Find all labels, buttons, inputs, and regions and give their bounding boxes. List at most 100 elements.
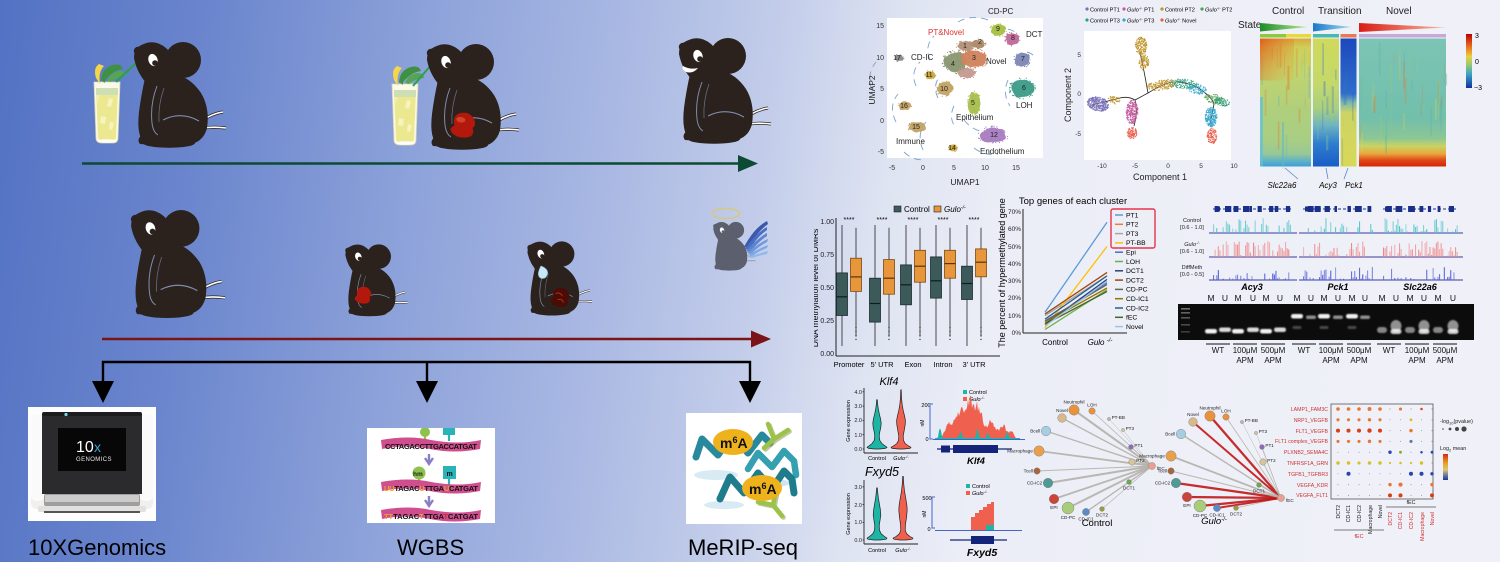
svg-text:APM: APM: [1236, 356, 1254, 365]
svg-text:Control: Control: [868, 456, 886, 462]
svg-text:DCT2: DCT2: [1126, 277, 1144, 284]
svg-text:PT1: PT1: [1134, 443, 1143, 448]
svg-text:10: 10: [1230, 163, 1238, 170]
svg-text:PT1: PT1: [1265, 443, 1274, 448]
svg-text:U: U: [1450, 293, 1456, 303]
svg-text:LAMP1_FAM3C: LAMP1_FAM3C: [1291, 407, 1328, 413]
svg-text:4: 4: [951, 61, 955, 68]
svg-text:Gulo-/-: Gulo-/-: [969, 395, 985, 403]
svg-text:Control: Control: [1272, 6, 1304, 17]
svg-text:Novel: Novel: [1126, 324, 1144, 331]
svg-text:TNFRSF1A_GRN: TNFRSF1A_GRN: [1287, 461, 1328, 467]
svg-text:Control: Control: [1183, 218, 1201, 224]
svg-text:APM: APM: [1436, 356, 1454, 365]
svg-text:DCT1: DCT1: [1126, 268, 1144, 275]
svg-text:PT-BB: PT-BB: [1112, 415, 1125, 420]
svg-text:5: 5: [952, 165, 956, 172]
svg-text:m: m: [447, 471, 453, 478]
svg-text:4.0: 4.0: [854, 390, 862, 396]
svg-text:70%: 70%: [1008, 209, 1021, 216]
svg-text:Novel: Novel: [1386, 6, 1412, 17]
svg-text:DCT2: DCT2: [1336, 505, 1342, 519]
svg-text:0.0: 0.0: [854, 447, 862, 453]
svg-text:15: 15: [1012, 165, 1020, 172]
svg-text:Control PT1: Control PT1: [1090, 8, 1120, 14]
svg-text:APM: APM: [1264, 356, 1282, 365]
svg-text:0: 0: [925, 437, 928, 443]
svg-text:Neutrophil: Neutrophil: [1064, 399, 1085, 404]
svg-text:10: 10: [876, 55, 884, 62]
svg-text:Control: Control: [1042, 338, 1068, 347]
svg-text:Epithelium: Epithelium: [956, 113, 994, 122]
svg-text:fEC: fEC: [1407, 500, 1416, 506]
svg-text:DCT1: DCT1: [1253, 488, 1265, 493]
svg-text:Control PT3: Control PT3: [1090, 19, 1120, 25]
svg-text:LOH: LOH: [1221, 408, 1230, 413]
svg-text:PLXNB2_SEMA4C: PLXNB2_SEMA4C: [1284, 450, 1328, 456]
svg-text:PT2: PT2: [1136, 458, 1145, 463]
svg-text:State: State: [1238, 20, 1262, 31]
svg-text:500μM: 500μM: [1433, 346, 1458, 355]
svg-text:EPI: EPI: [1183, 503, 1190, 508]
svg-text:CD-PC: CD-PC: [1126, 287, 1148, 294]
svg-text:Gulo-/- PT1: Gulo-/- PT1: [1127, 6, 1154, 14]
svg-text:M: M: [1234, 293, 1241, 303]
svg-text:-10: -10: [1097, 163, 1107, 170]
svg-text:500μM: 500μM: [1261, 346, 1286, 355]
svg-text:3: 3: [972, 55, 976, 62]
svg-text:5: 5: [880, 86, 884, 93]
svg-text:5: 5: [971, 100, 975, 107]
svg-text:200: 200: [921, 403, 930, 409]
svg-text:Gulo-/-: Gulo-/-: [944, 205, 966, 214]
svg-text:2.0: 2.0: [854, 418, 862, 424]
svg-text:Novel: Novel: [1187, 412, 1199, 417]
svg-text:1.0: 1.0: [854, 520, 862, 526]
svg-text:fEC: fEC: [1126, 315, 1137, 322]
svg-text:****: ****: [908, 217, 919, 224]
svg-text:Top genes of each cluster: Top genes of each cluster: [1019, 196, 1127, 207]
svg-text:Gulo-/-: Gulo-/-: [1184, 240, 1200, 248]
svg-text:****: ****: [877, 217, 888, 224]
svg-text:WT: WT: [1383, 346, 1396, 355]
svg-text:Gene expression: Gene expression: [846, 400, 852, 442]
svg-text:Tcell: Tcell: [1024, 469, 1033, 474]
svg-text:100μM: 100μM: [1319, 346, 1344, 355]
svg-text:m6A: m6A: [720, 435, 748, 451]
svg-text:DCT2: DCT2: [1388, 512, 1394, 526]
svg-text:TGFB1_TGFBR3: TGFB1_TGFBR3: [1288, 472, 1328, 478]
svg-text:10: 10: [981, 165, 989, 172]
svg-text:Tcell: Tcell: [1158, 469, 1167, 474]
svg-text:LOH: LOH: [1016, 101, 1033, 110]
svg-text:hm: hm: [413, 471, 423, 478]
svg-text:CD-IC: CD-IC: [911, 53, 933, 62]
svg-text:VEGFA_KDR: VEGFA_KDR: [1297, 483, 1328, 489]
svg-text:60%: 60%: [1008, 226, 1021, 233]
svg-text:CD-PC: CD-PC: [988, 7, 1014, 16]
svg-text:Macrophage: Macrophage: [1420, 512, 1426, 541]
svg-text:0: 0: [1475, 59, 1479, 66]
svg-text:2.0: 2.0: [854, 503, 862, 509]
svg-text:−3: −3: [1474, 85, 1482, 92]
svg-text:NRP1_VEGFB: NRP1_VEGFB: [1294, 418, 1329, 424]
svg-text:50%: 50%: [1008, 244, 1021, 251]
svg-text:DiffMeth: DiffMeth: [1182, 265, 1203, 271]
svg-text:40%: 40%: [1008, 261, 1021, 268]
svg-text:Immune: Immune: [896, 137, 925, 146]
svg-text:Gene expression: Gene expression: [846, 493, 852, 535]
svg-text:CD-IC2: CD-IC2: [1409, 512, 1415, 529]
svg-text:Log2 mean: Log2 mean: [1440, 446, 1466, 453]
svg-text:x: x: [94, 439, 101, 455]
svg-text:fEC: fEC: [1355, 534, 1364, 540]
svg-text:GENOMICS: GENOMICS: [76, 457, 112, 463]
svg-text:6: 6: [1022, 85, 1026, 92]
svg-text:m6A: m6A: [749, 481, 777, 497]
svg-text:Neutrophil: Neutrophil: [1200, 405, 1221, 410]
svg-text:10: 10: [940, 86, 948, 93]
svg-text:UMAP1: UMAP1: [950, 177, 980, 187]
svg-text:0: 0: [880, 118, 884, 125]
svg-text:PT2: PT2: [1267, 458, 1276, 463]
svg-text:Transition: Transition: [1318, 6, 1362, 17]
svg-text:100μM: 100μM: [1405, 346, 1430, 355]
svg-text:WT: WT: [1212, 346, 1225, 355]
svg-text:UUTAGACUTTGAUCATGAT: UUTAGACUTTGAUCATGAT: [384, 484, 478, 493]
